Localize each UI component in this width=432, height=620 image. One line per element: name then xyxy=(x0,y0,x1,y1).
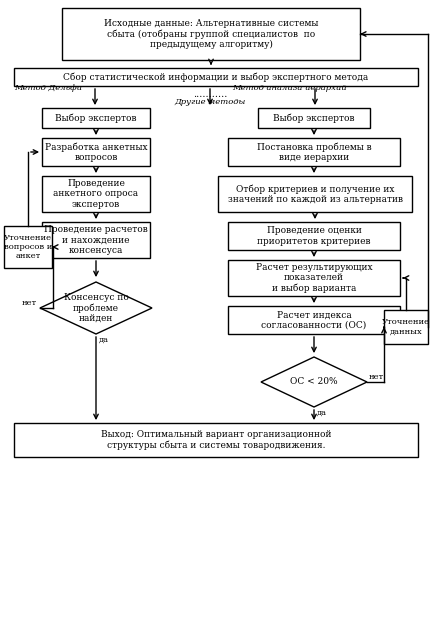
FancyBboxPatch shape xyxy=(228,306,400,334)
FancyBboxPatch shape xyxy=(4,226,52,268)
Text: Проведение
анкетного опроса
экспертов: Проведение анкетного опроса экспертов xyxy=(54,179,139,209)
Text: ...........: ........... xyxy=(193,90,227,99)
Text: Уточнение
вопросов и
анкет: Уточнение вопросов и анкет xyxy=(4,234,52,260)
Text: Консенсус по
проблеме
найден: Консенсус по проблеме найден xyxy=(64,293,128,323)
FancyBboxPatch shape xyxy=(42,176,150,212)
FancyBboxPatch shape xyxy=(384,310,428,344)
FancyBboxPatch shape xyxy=(228,260,400,296)
Polygon shape xyxy=(261,357,367,407)
Text: Метод анализа иерархий: Метод анализа иерархий xyxy=(232,84,346,92)
Text: Отбор критериев и получение их
значений по каждой из альтернатив: Отбор критериев и получение их значений … xyxy=(228,184,403,204)
Text: Проведение оценки
приоритетов критериев: Проведение оценки приоритетов критериев xyxy=(257,226,371,246)
Text: Другие методы: Другие методы xyxy=(175,98,246,106)
FancyBboxPatch shape xyxy=(14,68,418,86)
FancyBboxPatch shape xyxy=(42,222,150,258)
Text: Постановка проблемы в
виде иерархии: Постановка проблемы в виде иерархии xyxy=(257,142,372,162)
Text: да: да xyxy=(99,336,109,344)
Text: Расчет индекса
согласованности (ОС): Расчет индекса согласованности (ОС) xyxy=(261,310,367,330)
Text: да: да xyxy=(317,409,327,417)
FancyBboxPatch shape xyxy=(14,423,418,457)
Text: Выбор экспертов: Выбор экспертов xyxy=(273,113,355,123)
Text: Расчет результирующих
показателей
и выбор варианта: Расчет результирующих показателей и выбо… xyxy=(256,263,372,293)
FancyBboxPatch shape xyxy=(42,138,150,166)
FancyBboxPatch shape xyxy=(62,8,360,60)
Text: нет: нет xyxy=(369,373,384,381)
Text: нет: нет xyxy=(22,299,37,307)
Text: Сбор статистической информации и выбор экспертного метода: Сбор статистической информации и выбор э… xyxy=(64,73,368,82)
FancyBboxPatch shape xyxy=(218,176,412,212)
Text: Выбор экспертов: Выбор экспертов xyxy=(55,113,137,123)
Text: Уточнение
данных: Уточнение данных xyxy=(382,319,430,335)
FancyBboxPatch shape xyxy=(228,138,400,166)
Text: Проведение расчетов
и нахождение
консенсуса: Проведение расчетов и нахождение консенс… xyxy=(44,225,148,255)
Text: ОС < 20%: ОС < 20% xyxy=(290,378,338,386)
Text: Исходные данные: Альтернативные системы
сбыта (отобраны группой специалистов  по: Исходные данные: Альтернативные системы … xyxy=(104,19,318,49)
Text: Метод Дельфи: Метод Дельфи xyxy=(14,84,82,92)
Polygon shape xyxy=(40,282,152,334)
FancyBboxPatch shape xyxy=(42,108,150,128)
Text: Выход: Оптимальный вариант организационной
структуры сбыта и системы товародвиже: Выход: Оптимальный вариант организационн… xyxy=(101,430,331,450)
FancyBboxPatch shape xyxy=(258,108,370,128)
Text: Разработка анкетных
вопросов: Разработка анкетных вопросов xyxy=(44,142,147,162)
FancyBboxPatch shape xyxy=(228,222,400,250)
